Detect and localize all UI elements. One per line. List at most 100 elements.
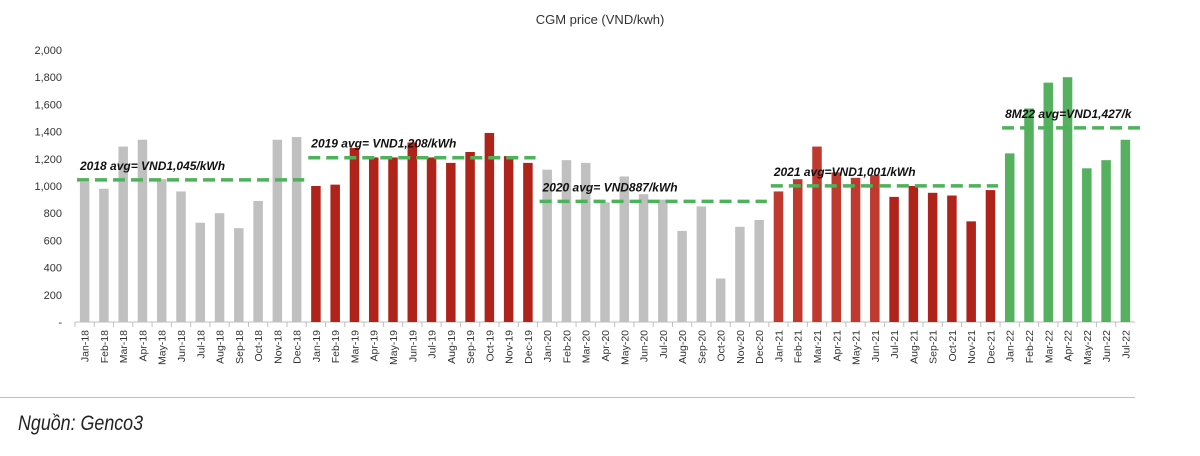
x-tick-label: Jan-18 (80, 330, 92, 362)
x-tick-label: Jul-21 (889, 330, 901, 359)
x-tick-label: Feb-20 (561, 330, 573, 363)
bar-mar-20 (580, 162, 591, 322)
y-tick-label: 1,200 (34, 154, 62, 166)
y-tick-label: 800 (44, 208, 62, 220)
bar-sep-21 (927, 192, 938, 322)
bar-oct-18 (253, 200, 263, 322)
x-tick-label: May-20 (619, 330, 631, 365)
y-tick-label: 1,800 (34, 72, 62, 84)
y-tick-label: 1,000 (34, 181, 62, 193)
x-tick-label: May-22 (1082, 330, 1094, 365)
x-tick-label: Jun-18 (176, 330, 188, 362)
x-tick-label: Jun-19 (407, 330, 419, 362)
x-tick-label: Apr-22 (1063, 330, 1075, 362)
x-tick-label: Aug-19 (446, 330, 458, 364)
bar-jul-22 (1120, 139, 1131, 322)
bar-dec-20 (754, 220, 764, 322)
y-tick-label: 400 (44, 263, 62, 275)
bar-may-20 (619, 176, 630, 322)
divider (0, 397, 1135, 398)
x-tick-label: Sep-19 (465, 330, 477, 364)
bar-chart: - 200 400 600 800 1,000 1,200 1,400 1,600 1,800 2,… (34, 45, 1140, 365)
x-tick-label: May-19 (388, 330, 400, 365)
bar-jul-21 (889, 196, 899, 322)
bar-nov-18 (272, 139, 283, 322)
x-tick-label: Mar-18 (118, 330, 130, 363)
x-tick-label: Oct-19 (484, 330, 496, 362)
bar-jan-22 (1004, 153, 1015, 322)
x-tick-label: Feb-19 (330, 330, 342, 363)
bar-apr-19 (368, 157, 379, 322)
bar-oct-20 (715, 278, 726, 322)
bar-jul-20 (658, 199, 668, 322)
bar-dec-19 (523, 162, 533, 322)
x-tick-label: Jan-21 (773, 330, 785, 362)
bar-nov-20 (735, 226, 745, 322)
x-tick-label: Nov-19 (504, 330, 516, 364)
bar-aug-19 (446, 162, 456, 322)
bar-feb-18 (99, 188, 109, 322)
x-tick-label: Apr-19 (369, 330, 381, 362)
bar-apr-21 (831, 172, 842, 322)
bar-oct-21 (947, 195, 957, 322)
avg-label-2019: 2019 avg= VND1,208/kWh (310, 137, 456, 151)
x-tick-label: Jun-21 (870, 330, 882, 362)
x-tick-label: Dec-21 (985, 330, 997, 364)
x-tick-label: Jul-19 (427, 330, 439, 359)
bar-jun-18 (176, 191, 186, 322)
bar-mar-18 (118, 146, 128, 322)
avg-label-2022: 8M22 avg=VND1,427/k (1005, 107, 1133, 121)
y-tick-label: 1,400 (34, 127, 62, 139)
x-tick-label: Apr-20 (600, 330, 612, 362)
bar-dec-18 (291, 137, 302, 322)
x-tick-label: Nov-21 (966, 330, 978, 364)
bar-feb-19 (330, 184, 340, 322)
x-tick-label: Mar-20 (581, 330, 593, 363)
bar-feb-21 (792, 179, 803, 322)
bar-aug-18 (214, 213, 225, 322)
x-tick-label: Jun-20 (639, 330, 651, 362)
x-tick-label: Jan-19 (311, 330, 323, 362)
x-tick-label: Aug-21 (908, 330, 920, 364)
x-tick-label: Oct-20 (716, 330, 728, 362)
x-tick-label: Jul-22 (1120, 330, 1132, 359)
x-tick-label: Sep-18 (234, 330, 246, 364)
x-tick-label: Dec-18 (292, 330, 304, 364)
x-tick-label: Jul-18 (195, 330, 207, 359)
bar-jun-19 (407, 142, 418, 322)
bar-nov-19 (503, 156, 514, 322)
bar-mar-19 (349, 147, 360, 322)
x-tick-label: Mar-19 (349, 330, 361, 363)
x-tick-label: Jul-20 (658, 330, 670, 359)
x-tick-label: Jun-22 (1101, 330, 1113, 362)
bar-aug-20 (677, 230, 687, 322)
bar-sep-19 (465, 152, 475, 322)
avg-label-2020: 2020 avg= VND887/kWh (542, 180, 678, 194)
source-note: Nguồn: Genco3 (18, 412, 144, 435)
x-tick-label: Jan-20 (542, 330, 554, 362)
y-tick-label: 1,600 (34, 99, 62, 111)
x-tick-label: Mar-21 (812, 330, 824, 363)
bar-jan-21 (773, 191, 784, 322)
x-tick-label: Sep-21 (928, 330, 940, 364)
x-tick-label: Mar-22 (1043, 330, 1055, 363)
y-tick-label: 2,000 (34, 45, 62, 57)
bar-jul-18 (195, 222, 206, 322)
x-tick-label: May-21 (851, 330, 863, 365)
x-tick-label: Aug-18 (215, 330, 227, 364)
x-tick-label: Dec-19 (523, 330, 535, 364)
x-tick-label: Nov-20 (735, 330, 747, 364)
bar-may-22 (1082, 168, 1092, 322)
x-tick-label: Apr-18 (137, 330, 149, 362)
bar-apr-22 (1062, 77, 1073, 322)
x-tick-label: Aug-20 (677, 330, 689, 364)
bar-may-19 (388, 157, 398, 322)
avg-label-2021: 2021 avg=VND1,001/kWh (773, 165, 916, 179)
x-tick-label: Feb-18 (99, 330, 111, 363)
bar-may-18 (156, 179, 167, 322)
x-tick-label: Oct-21 (947, 330, 959, 362)
x-tick-label: Nov-18 (272, 330, 284, 364)
bar-sep-18 (234, 228, 244, 322)
bar-aug-21 (908, 186, 919, 322)
